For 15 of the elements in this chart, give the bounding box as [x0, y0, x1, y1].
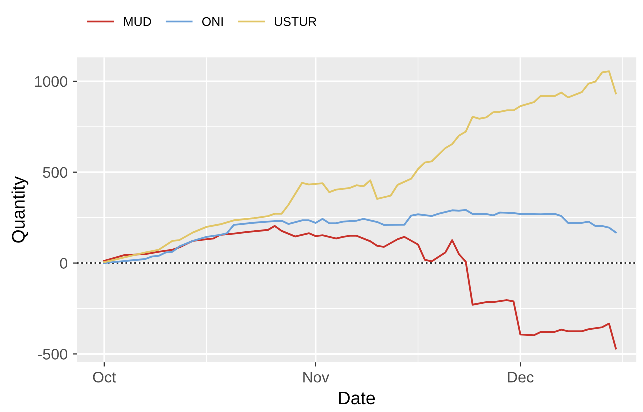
line-series [104, 70, 618, 264]
x-tick-label: Oct [93, 372, 116, 383]
y-axis-title: Quantity [12, 176, 29, 243]
line-series [104, 209, 618, 264]
legend-label: ONI [202, 17, 223, 26]
line-series [104, 225, 618, 350]
y-tick-label: 0 [60, 258, 68, 269]
legend-label: USTUR [275, 17, 317, 26]
y-tick-label: 1000 [35, 76, 68, 88]
x-tick-label: Dec [508, 372, 534, 383]
legend-label: MUD [124, 18, 152, 26]
x-axis-title: Date [339, 392, 376, 405]
y-tick-label: 500 [43, 167, 68, 178]
x-tick-label: Nov [304, 372, 330, 383]
y-tick-label: -500 [38, 349, 68, 360]
